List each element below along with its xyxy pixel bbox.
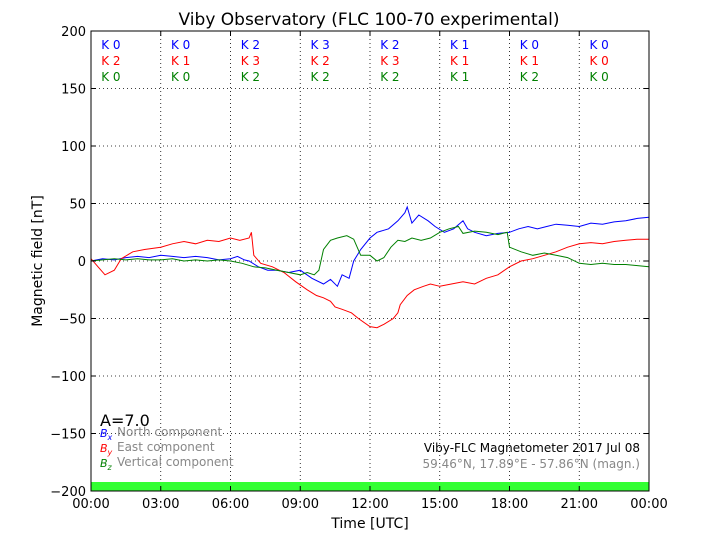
- grid-lines: [91, 31, 649, 491]
- k-index-cell: K 1: [450, 54, 469, 68]
- x-tick-label: 21:00: [561, 497, 598, 512]
- legend-label-vertical: Vertical component: [117, 455, 234, 469]
- chart-title: Viby Observatory (FLC 100-70 experimenta…: [179, 10, 560, 30]
- svg-text:By: By: [100, 442, 113, 457]
- k-index-table: K 0 K 0 K 2 K 3 K 2 K 1 K 0 K 0 K 2 K 1 K 3 K 2 K 3 K…: [101, 38, 609, 84]
- k-index-cell: K 3: [241, 54, 260, 68]
- k-index-cell: K 1: [520, 54, 539, 68]
- legend-subscript: z: [107, 463, 113, 472]
- x-tick-label: 06:00: [212, 497, 249, 512]
- y-tick-label: −150: [50, 428, 86, 443]
- k-index-cell: K 1: [171, 54, 190, 68]
- y-axis-label: Magnetic field [nT]: [30, 195, 46, 327]
- svg-text:Bx: Bx: [100, 427, 113, 442]
- series-layer: [90, 205, 650, 329]
- series-line-north-component: [90, 205, 650, 288]
- svg-text:Bz: Bz: [100, 457, 113, 472]
- k-index-cell: K 1: [450, 38, 469, 52]
- x-tick-label: 09:00: [282, 497, 319, 512]
- series-line-vertical-component: [90, 225, 650, 276]
- legend-label-east: East component: [117, 440, 215, 454]
- y-tick-label: 50: [69, 198, 86, 213]
- y-tick-label: 150: [61, 83, 86, 98]
- legend-subscript: y: [107, 448, 113, 457]
- series-line-east-component: [90, 232, 649, 329]
- k-index-cell: K 0: [101, 38, 120, 52]
- legend-symbol: B: [100, 457, 108, 470]
- x-tick-label: 18:00: [491, 497, 528, 512]
- k-index-cell: K 2: [380, 38, 399, 52]
- x-tick-label: 12:00: [351, 497, 388, 512]
- y-tick-label: −100: [50, 370, 86, 385]
- x-tick-label: 03:00: [142, 497, 179, 512]
- x-tick-label: 00:00: [630, 497, 667, 512]
- k-index-cell: K 0: [589, 70, 608, 84]
- k-index-cell: K 3: [380, 54, 399, 68]
- legend-entry-vertical: Bz Vertical component: [100, 455, 234, 472]
- legend-symbol: B: [100, 442, 108, 455]
- k-index-cell: K 0: [101, 70, 120, 84]
- legend-entry-east: By East component: [100, 440, 215, 457]
- plot-area: 00:00 03:00 06:00 09:00 12:00 15:00 18:00 21:00…: [50, 25, 667, 512]
- x-tick-label: 00:00: [72, 497, 109, 512]
- legend-subscript: x: [107, 433, 113, 442]
- y-tick-label: 100: [61, 140, 86, 155]
- k-index-cell: K 0: [589, 38, 608, 52]
- k-index-cell: K 2: [101, 54, 120, 68]
- k-index-cell: K 2: [520, 70, 539, 84]
- k-index-cell: K 0: [589, 54, 608, 68]
- x-tick-label: 15:00: [421, 497, 458, 512]
- legend-symbol: B: [100, 427, 108, 440]
- k-index-cell: K 3: [310, 38, 329, 52]
- legend-entry-north: Bx North component: [100, 425, 223, 442]
- k-index-cell: K 2: [310, 54, 329, 68]
- k-index-cell: K 2: [310, 70, 329, 84]
- y-tick-label: −50: [59, 313, 86, 328]
- a-index-label: A=7.0: [100, 411, 150, 430]
- k-index-cell: K 0: [520, 38, 539, 52]
- axis-ticks: 00:00 03:00 06:00 09:00 12:00 15:00 18:00 21:00…: [50, 25, 667, 512]
- k-index-cell: K 1: [450, 70, 469, 84]
- y-tick-label: 200: [61, 25, 86, 40]
- y-tick-label: 0: [78, 255, 86, 270]
- coordinates-annotation: 59.46°N, 17.89°E - 57.86°N (magn.): [423, 457, 640, 471]
- station-annotation: Viby-FLC Magnetometer 2017 Jul 08: [424, 441, 640, 455]
- k-index-cell: K 2: [241, 70, 260, 84]
- k-index-cell: K 0: [171, 70, 190, 84]
- k-index-cell: K 2: [241, 38, 260, 52]
- k-index-cell: K 0: [171, 38, 190, 52]
- y-tick-label: −200: [50, 485, 86, 500]
- legend: Bx North component By East component Bz …: [100, 425, 234, 472]
- k-index-cell: K 2: [380, 70, 399, 84]
- x-axis-label: Time [UTC]: [330, 516, 408, 532]
- legend-label-north: North component: [117, 425, 223, 439]
